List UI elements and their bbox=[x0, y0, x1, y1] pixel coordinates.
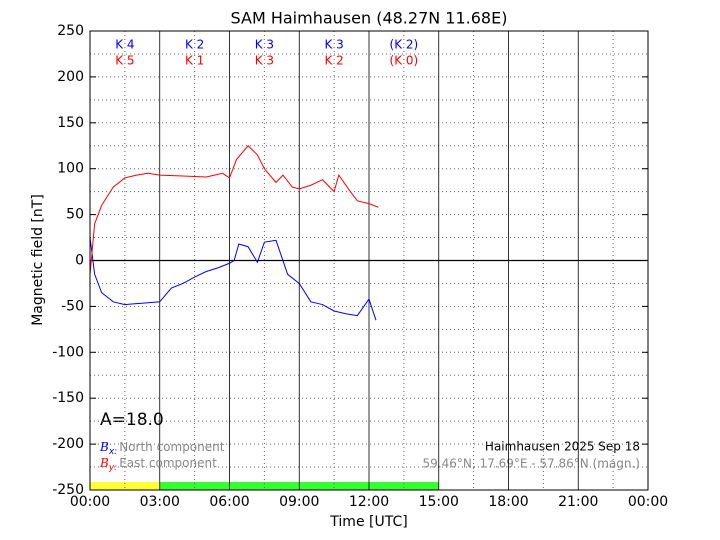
x-tick-label: 06:00 bbox=[209, 494, 249, 510]
y-tick-label: 200 bbox=[57, 69, 84, 85]
y-tick-label: 100 bbox=[57, 161, 84, 177]
k-index: K 2 bbox=[324, 54, 343, 68]
y-tick-label: -250 bbox=[52, 482, 84, 498]
k-index: K 3 bbox=[324, 38, 343, 52]
k-index: K 4 bbox=[115, 38, 134, 52]
y-tick-label: 50 bbox=[66, 207, 84, 223]
k-index: K 3 bbox=[255, 54, 274, 68]
legend-entry: Bx: North component bbox=[99, 440, 225, 457]
legend-symbol: B bbox=[99, 440, 109, 454]
x-tick-label: 18:00 bbox=[488, 494, 528, 510]
legend-label: North component bbox=[119, 440, 225, 454]
y-axis-label: Magnetic field [nT] bbox=[30, 194, 46, 326]
x-tick-label: 12:00 bbox=[349, 494, 389, 510]
y-tick-label: 250 bbox=[57, 23, 84, 39]
k-index: (K 2) bbox=[390, 38, 419, 52]
y-tick-label: -50 bbox=[61, 298, 84, 314]
k-index: (K 0) bbox=[390, 54, 419, 68]
x-tick-label: 21:00 bbox=[558, 494, 598, 510]
legend-subscript: x: bbox=[108, 447, 117, 457]
x-axis-label: Time [UTC] bbox=[329, 514, 407, 530]
series-line bbox=[89, 145, 379, 275]
legend-label: East component bbox=[119, 456, 217, 470]
x-tick-label: 03:00 bbox=[140, 494, 180, 510]
legend-subscript: y: bbox=[108, 463, 117, 473]
coordinates-label: 59.46°N, 17.69°E - 57.86°N (magn.) bbox=[423, 457, 640, 471]
series-line bbox=[89, 237, 377, 321]
y-tick-label: -150 bbox=[52, 390, 84, 406]
station-label: Haimhausen 2025 Sep 18 bbox=[485, 440, 640, 454]
legend-symbol: B bbox=[99, 456, 109, 470]
x-tick-label: 00:00 bbox=[628, 494, 668, 510]
chart-title: SAM Haimhausen (48.27N 11.68E) bbox=[231, 9, 508, 28]
x-tick-label: 09:00 bbox=[279, 494, 319, 510]
k-index: K 3 bbox=[255, 38, 274, 52]
legend-entry: By: East component bbox=[99, 456, 217, 473]
k-index: K 1 bbox=[185, 54, 204, 68]
y-tick-label: 150 bbox=[57, 115, 84, 131]
x-tick-label: 15:00 bbox=[419, 494, 459, 510]
coverage-bar bbox=[90, 482, 160, 490]
y-tick-label: -200 bbox=[52, 436, 84, 452]
k-index: K 2 bbox=[185, 38, 204, 52]
y-tick-label: -100 bbox=[52, 344, 84, 360]
x-tick-label: 00:00 bbox=[70, 494, 110, 510]
plot-frame bbox=[89, 30, 649, 491]
y-tick-label: 0 bbox=[75, 253, 84, 269]
k-index: K 5 bbox=[115, 54, 134, 68]
a-index: A=18.0 bbox=[100, 410, 164, 430]
